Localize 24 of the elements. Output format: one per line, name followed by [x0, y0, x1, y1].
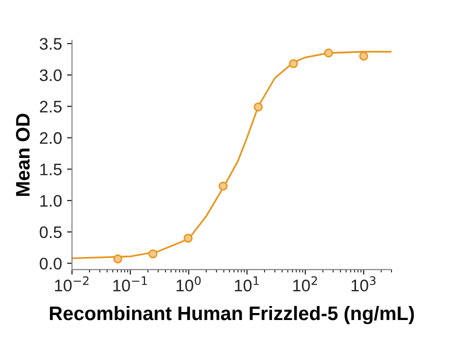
x-tick-label: 10$^{2}$ [293, 276, 317, 292]
point [359, 52, 368, 61]
y-tick-label: 2.0 [40, 132, 62, 144]
point [148, 249, 158, 258]
y-tick-label: 0.5 [40, 226, 62, 238]
x-axis-title: Recombinant Human Frizzled-5 (ng/mL) [50, 306, 414, 324]
point [184, 234, 193, 243]
x-tick-label: 10$^{0}$ [176, 276, 201, 292]
y-tick-label: 3.0 [40, 69, 62, 82]
y-tick-label: 1.0 [40, 194, 62, 207]
x-tick-label: 10$^{3}$ [352, 276, 376, 292]
point [324, 48, 334, 58]
point [288, 59, 298, 68]
x-tick-label: 10$^{−2}$ [55, 276, 88, 292]
x-tick-label: 10$^{−1}$ [113, 276, 147, 292]
y-tick-label: 1.5 [40, 164, 62, 176]
point [113, 254, 122, 264]
y-tick-label: 3.5 [40, 38, 62, 50]
x-tick-label: 10$^{1}$ [234, 276, 259, 292]
point [254, 102, 263, 112]
y-tick-label: 0.0 [40, 258, 62, 270]
y-tick-label: 2.5 [40, 100, 62, 113]
point [218, 182, 228, 191]
y-axis-title: Mean OD [16, 114, 30, 196]
